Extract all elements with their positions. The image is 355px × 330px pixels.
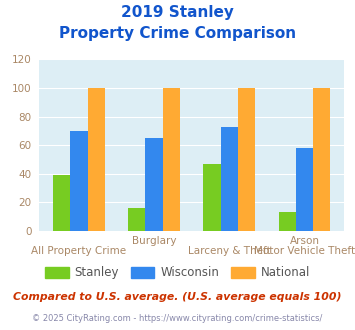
Bar <box>88 88 105 231</box>
Bar <box>146 138 163 231</box>
Bar <box>53 175 70 231</box>
Text: Property Crime Comparison: Property Crime Comparison <box>59 26 296 41</box>
Bar <box>203 164 221 231</box>
Text: Motor Vehicle Theft: Motor Vehicle Theft <box>254 246 355 256</box>
Bar <box>163 88 180 231</box>
Text: Larceny & Theft: Larceny & Theft <box>188 246 271 256</box>
Bar <box>296 148 313 231</box>
Bar <box>238 88 255 231</box>
Text: All Property Crime: All Property Crime <box>31 246 126 256</box>
Text: Compared to U.S. average. (U.S. average equals 100): Compared to U.S. average. (U.S. average … <box>13 292 342 302</box>
Text: Burglary: Burglary <box>132 236 176 246</box>
Text: 2019 Stanley: 2019 Stanley <box>121 5 234 20</box>
Bar <box>313 88 331 231</box>
Bar <box>128 208 146 231</box>
Bar <box>221 127 238 231</box>
Legend: Stanley, Wisconsin, National: Stanley, Wisconsin, National <box>40 262 315 284</box>
Bar <box>70 131 88 231</box>
Text: © 2025 CityRating.com - https://www.cityrating.com/crime-statistics/: © 2025 CityRating.com - https://www.city… <box>32 314 323 323</box>
Text: Arson: Arson <box>290 236 320 246</box>
Bar <box>279 213 296 231</box>
